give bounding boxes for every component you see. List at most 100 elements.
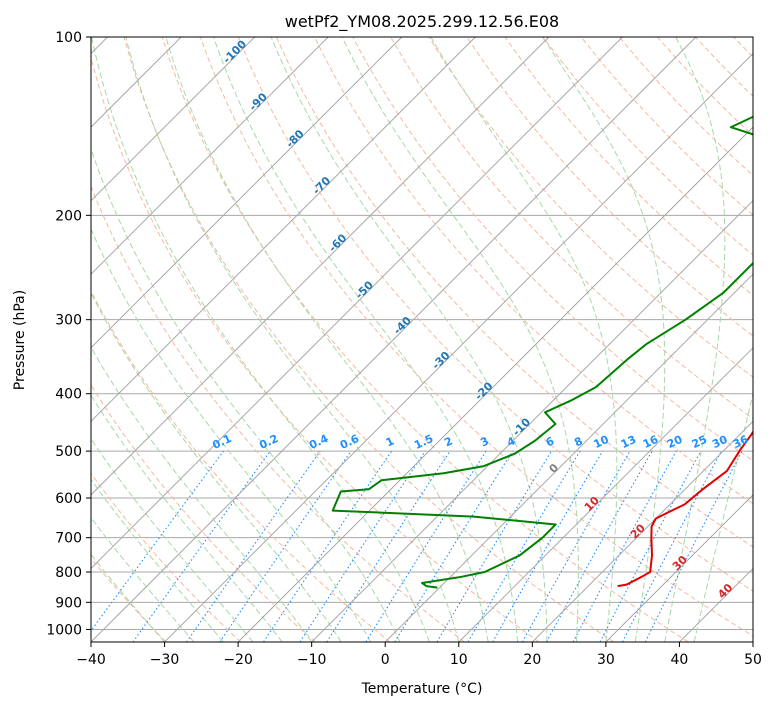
dry-adiabat [91,384,316,642]
mixing-ratio-line [132,450,271,642]
moist-adiabat [664,37,726,642]
plot-area: -100-90-80-70-60-50-40-30-20-10010203040… [91,37,753,642]
mixing-ratio-label: 20 [665,433,685,451]
mixing-ratio-lines [91,450,743,642]
y-tick-label: 200 [55,208,82,224]
y-tick-label: 400 [55,387,82,403]
x-tick-label: 10 [450,652,468,668]
mixing-ratio-label: 16 [641,433,661,451]
y-axis-ticks: 100 200 300 400 500 600 700 800 900 1000 [46,30,91,638]
mixing-ratio-line [521,450,631,642]
isotherm-line [91,37,623,570]
isotherm-line [91,37,403,349]
y-tick-label: 700 [55,531,82,547]
mixing-ratio-label: 10 [592,433,612,451]
moist-adiabats [91,37,753,642]
x-tick-label: 50 [744,652,762,668]
isotherm-line [237,126,753,642]
x-tick-label: −10 [297,652,327,668]
y-axis-label: Pressure (hPa) [12,290,28,390]
mixing-ratio-line [644,450,743,642]
x-tick-label: 20 [523,652,541,668]
mixing-ratio-line [299,450,426,642]
y-tick-label: 300 [55,313,82,329]
x-axis-ticks: −40 −30 −20 −10 0 10 20 30 40 50 [76,642,762,668]
x-tick-label: 30 [597,652,615,668]
moist-adiabat [125,37,460,642]
x-tick-label: 0 [381,652,390,668]
mixing-ratio-line [394,450,514,642]
moist-adiabat [91,478,224,642]
mixing-ratio-line [91,450,224,632]
dry-adiabat [352,37,753,462]
skewed-isotherms [91,37,753,642]
moist-adiabat [91,438,254,642]
dry-adiabat [91,472,242,642]
isotherm-line [91,37,329,275]
x-tick-label: 40 [671,652,689,668]
dry-adiabat [91,55,540,642]
dry-adiabat [237,37,753,592]
dry-adiabat [275,37,753,548]
mixing-ratio-line [546,450,653,642]
y-tick-label: 600 [55,491,82,507]
dry-adiabat [314,37,753,505]
temperature-line [617,430,753,588]
moist-adiabat [91,553,165,642]
dry-adiabat [428,37,753,378]
mixing-ratio-label: 13 [619,433,638,451]
x-axis-label: Temperature (°C) [361,681,483,697]
moist-adiabat [91,516,195,642]
dewpoint-line [331,115,753,589]
isotherm-line [164,52,753,642]
moist-adiabat [542,37,666,642]
y-tick-label: 800 [55,565,82,581]
dry-adiabat [199,37,753,637]
isotherm-line [91,37,697,642]
dry-adiabat [91,185,465,642]
moist-adiabat [91,394,283,642]
mixing-ratio-label: 30 [710,433,730,451]
moist-adiabat [91,346,313,642]
moist-adiabat [341,37,579,642]
moist-adiabat [91,227,371,642]
x-tick-label: −20 [223,652,253,668]
isotherm-line [91,37,476,423]
isotherm-line [91,37,256,202]
x-tick-label: −40 [76,652,106,668]
mixing-ratio-line [219,450,352,642]
moist-adiabat [165,37,489,642]
profile-series [331,115,753,589]
plot-frame [90,36,754,643]
mixing-ratio-line [572,450,677,642]
dry-adiabat [91,557,167,642]
moist-adiabat [430,37,618,642]
moist-adiabat [213,37,519,642]
isotherm-line [311,199,753,642]
chart-title: wetPf2_YM08.2025.299.12.56.E08 [285,12,559,32]
mixing-ratio-line [263,450,392,642]
moist-adiabat [91,147,401,642]
pressure-gridlines [91,37,753,630]
dry-adiabat [123,37,614,642]
dry-adiabat [161,37,689,642]
mixing-ratio-line [326,450,451,642]
y-tick-label: 900 [55,595,82,611]
isotherm-line [458,347,753,642]
moist-adiabat [91,291,342,642]
dry-adiabats [91,37,753,642]
dry-adiabat [91,290,391,642]
isotherm-line [91,37,550,496]
moist-adiabat [91,37,430,642]
y-tick-label: 100 [55,30,82,46]
mixing-ratio-label: 36 [731,433,751,451]
y-tick-label: 500 [55,444,82,460]
x-tick-label: −30 [150,652,180,668]
isotherm-line [384,273,753,642]
mixing-ratio-label: 25 [690,433,709,451]
dry-adiabat [390,37,753,420]
mixing-ratio-line [186,450,321,642]
isotherm-line [605,494,753,642]
